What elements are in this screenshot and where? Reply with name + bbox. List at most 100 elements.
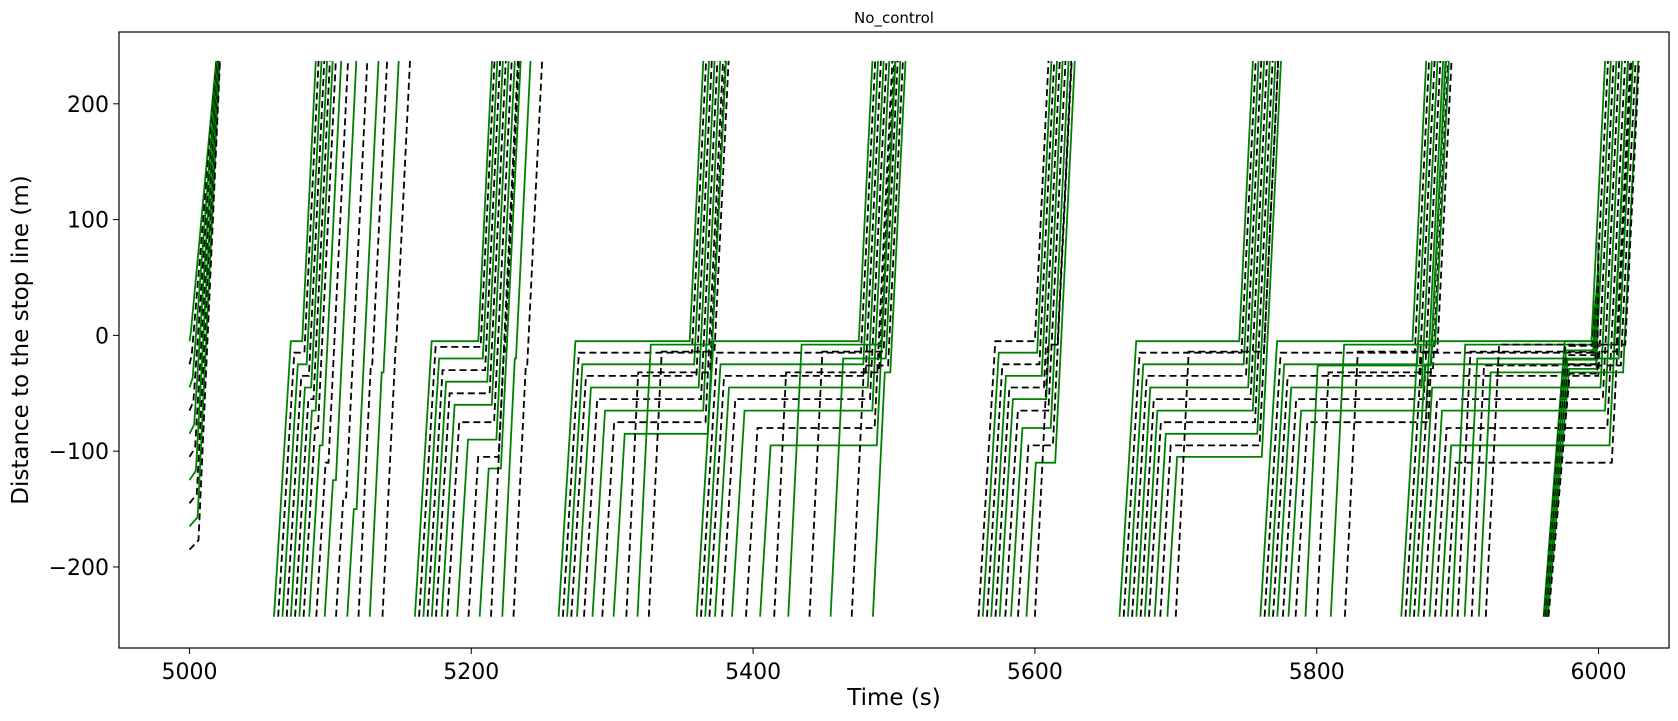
vehicle-trajectory xyxy=(1546,243,1600,617)
vehicle-trajectory xyxy=(188,60,219,411)
vehicle-trajectory xyxy=(591,60,722,617)
y-tick-label: 100 xyxy=(67,209,109,234)
vehicle-trajectory xyxy=(490,60,520,617)
vehicle-trajectory xyxy=(1159,60,1280,617)
y-tick-label: 200 xyxy=(67,93,109,118)
vehicle-trajectory xyxy=(1272,60,1436,617)
vehicle-trajectory xyxy=(1259,60,1428,617)
vehicle-trajectory xyxy=(1122,60,1257,617)
vehicle-trajectory xyxy=(872,60,907,617)
vehicle-trajectory xyxy=(998,60,1064,617)
vehicle-trajectory xyxy=(850,60,904,617)
x-tick-label: 6000 xyxy=(1571,660,1627,685)
vehicle-trajectory xyxy=(1025,60,1076,617)
vehicle-trajectory xyxy=(478,60,522,617)
vehicle-trajectory xyxy=(467,60,519,617)
vehicle-trajectory xyxy=(188,60,220,481)
y-axis-ticks: −200 −100 0 100 200 xyxy=(49,93,119,581)
vehicle-trajectory xyxy=(1263,60,1430,617)
vehicle-trajectory xyxy=(1547,239,1600,617)
x-axis-label: Time (s) xyxy=(846,685,941,711)
vehicle-trajectory xyxy=(302,60,337,617)
vehicle-trajectory xyxy=(426,60,501,617)
vehicle-trajectory xyxy=(1004,60,1067,617)
vehicle-trajectory xyxy=(188,60,220,458)
vehicle-trajectory xyxy=(708,60,882,617)
vehicle-trajectory xyxy=(290,60,328,617)
vehicle-trajectory xyxy=(1428,60,1623,617)
vehicle-trajectory xyxy=(188,60,218,342)
y-tick-label: 0 xyxy=(95,324,109,349)
vehicle-trajectory xyxy=(1408,60,1612,617)
vehicle-trajectory xyxy=(381,60,411,617)
vehicle-trajectory xyxy=(188,60,221,527)
vehicle-trajectory xyxy=(1417,60,1618,617)
x-tick-label: 5400 xyxy=(725,660,781,685)
vehicle-trajectory xyxy=(188,60,219,435)
vehicle-trajectory xyxy=(557,60,705,617)
vehicle-trajectory xyxy=(414,60,493,617)
y-tick-label: −200 xyxy=(49,556,109,581)
vehicle-trajectory xyxy=(418,60,496,617)
vehicle-trajectory xyxy=(829,60,902,617)
vehicle-trajectory xyxy=(1329,60,1450,617)
vehicle-trajectory xyxy=(1304,60,1447,617)
y-axis-label: Distance to the stop line (m) xyxy=(8,175,34,505)
vehicle-trajectory xyxy=(1544,257,1600,617)
vehicle-trajectory xyxy=(501,60,532,617)
vehicle-trajectory xyxy=(700,60,877,617)
vehicle-trajectory xyxy=(977,60,1050,617)
vehicle-trajectory xyxy=(285,60,326,617)
vehicle-trajectory xyxy=(512,60,543,617)
vehicle-trajectory xyxy=(323,60,358,617)
vehicle-trajectory xyxy=(695,60,874,617)
vehicle-trajectory xyxy=(1017,60,1073,617)
vehicle-trajectory xyxy=(188,60,221,504)
vehicle-trajectory xyxy=(188,60,218,365)
vehicle-trajectory xyxy=(368,60,400,617)
vehicle-trajectory xyxy=(1153,60,1277,617)
vehicle-trajectory xyxy=(273,60,317,617)
vehicle-trajectory xyxy=(1463,60,1634,617)
vehicle-trajectory xyxy=(1267,60,1433,617)
vehicle-trajectory xyxy=(1477,60,1640,617)
vehicle-trajectory xyxy=(745,60,894,617)
vehicle-trajectory xyxy=(435,60,507,617)
vehicle-trajectory xyxy=(1344,60,1453,617)
chart-title: No_control xyxy=(854,9,934,28)
vehicle-trajectory xyxy=(994,60,1061,617)
vehicle-trajectory xyxy=(601,60,724,617)
vehicle-trajectory xyxy=(721,60,888,617)
vehicle-trajectory xyxy=(1287,60,1444,617)
vehicle-trajectory xyxy=(566,60,710,617)
vehicle-trajectory xyxy=(1546,248,1600,617)
vehicle-trajectory xyxy=(1276,60,1439,617)
vehicle-trajectory xyxy=(808,60,899,617)
vehicle-trajectory xyxy=(1470,60,1637,617)
vehicle-trajectory xyxy=(440,60,510,617)
vehicle-trajectory xyxy=(981,60,1053,617)
vehicle-trajectory xyxy=(576,60,716,617)
vehicle-trajectory xyxy=(1118,60,1254,617)
vehicle-trajectory xyxy=(446,60,513,617)
x-tick-label: 5000 xyxy=(161,660,217,685)
vehicle-trajectory xyxy=(625,60,726,617)
vehicle-trajectory xyxy=(1127,60,1260,617)
vehicle-trajectory xyxy=(787,60,896,617)
vehicle-trajectory xyxy=(298,60,334,617)
vehicle-trajectory xyxy=(1166,60,1282,617)
vehicle-trajectory xyxy=(357,60,388,617)
x-tick-label: 5800 xyxy=(1289,660,1345,685)
vehicle-trajectory xyxy=(1434,60,1626,617)
y-tick-label: −100 xyxy=(49,440,109,465)
vehicle-trajectory xyxy=(188,60,218,388)
vehicle-trajectory xyxy=(636,60,727,617)
vehicle-trajectory xyxy=(188,60,221,551)
vehicle-trajectory xyxy=(1010,60,1070,617)
vehicle-trajectory xyxy=(1422,60,1621,617)
trajectory-lines xyxy=(188,60,1640,617)
vehicle-trajectory xyxy=(583,60,719,617)
vehicle-trajectory xyxy=(562,60,707,617)
plot-frame xyxy=(118,31,1670,649)
